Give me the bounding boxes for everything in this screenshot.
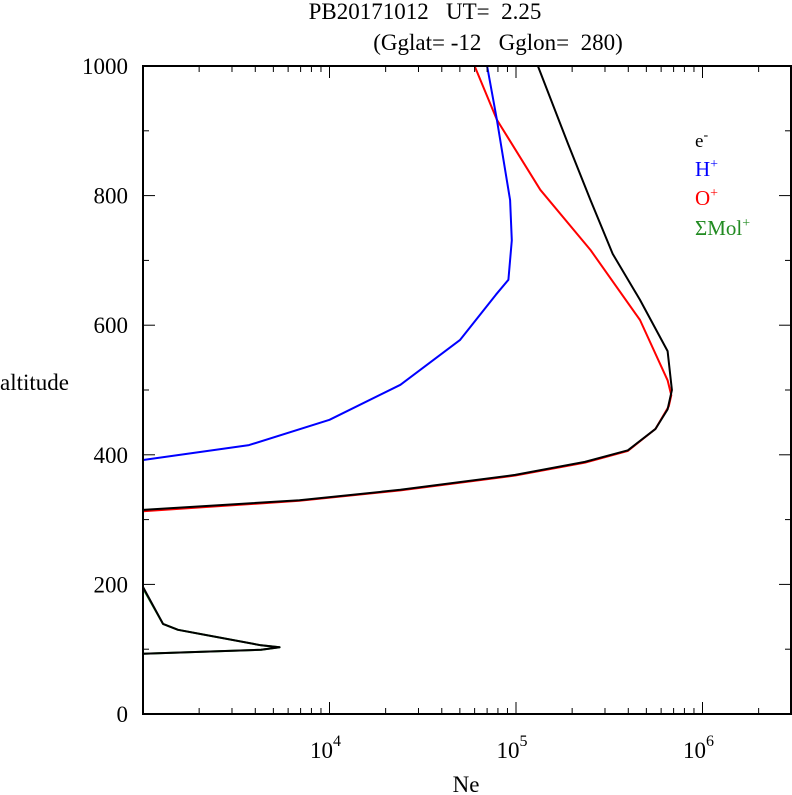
legend-label: H — [695, 157, 710, 181]
chart-title-line1: PB20171012 UT= 2.25 — [309, 0, 542, 24]
plot-frame — [142, 65, 792, 715]
series-line-h- — [143, 66, 513, 461]
x-tick-label-base: 10 — [310, 738, 333, 763]
legend-item-h-: H+ — [695, 157, 718, 181]
y-tick-label: 200 — [94, 572, 129, 597]
y-tick-label: 0 — [117, 702, 129, 727]
x-tick-label-base: 10 — [497, 738, 520, 763]
x-tick-label: 104 — [310, 733, 341, 763]
x-tick-label-exponent: 4 — [333, 733, 341, 750]
x-tick-label: 106 — [683, 733, 714, 763]
legend-label: e — [695, 131, 703, 152]
legend-label-superscript: + — [710, 186, 718, 201]
y-axis-label: altitude — [0, 370, 69, 395]
chart-title-line2: (Gglat= -12 Gglon= 280) — [373, 30, 623, 55]
x-tick-label-base: 10 — [683, 738, 706, 763]
plot-curves — [143, 66, 673, 655]
legend: e-H+O+ΣMol+ — [695, 128, 750, 240]
y-tick-label: 400 — [94, 443, 129, 468]
series-line-o- — [143, 66, 673, 513]
legend-label-superscript: - — [703, 128, 708, 143]
legend-item-e-: e- — [695, 128, 708, 152]
x-axis-label: Ne — [453, 772, 480, 795]
legend-item--mol-: ΣMol+ — [695, 216, 750, 240]
y-tick-label: 600 — [94, 313, 129, 338]
x-tick-label-exponent: 6 — [706, 733, 714, 750]
legend-label-superscript: + — [742, 216, 750, 231]
y-tick-label: 800 — [94, 184, 129, 209]
legend-label-superscript: + — [710, 157, 718, 172]
series-line-e- — [143, 66, 673, 511]
series-line-e-lower- — [143, 586, 281, 655]
x-tick-label-exponent: 5 — [520, 733, 528, 750]
y-tick-label: 1000 — [82, 54, 128, 79]
legend-label: ΣMol — [695, 216, 742, 240]
legend-item-o-: O+ — [695, 186, 718, 210]
x-tick-label: 105 — [497, 733, 528, 763]
legend-label: O — [695, 186, 710, 210]
series-line--mol- — [143, 587, 281, 655]
